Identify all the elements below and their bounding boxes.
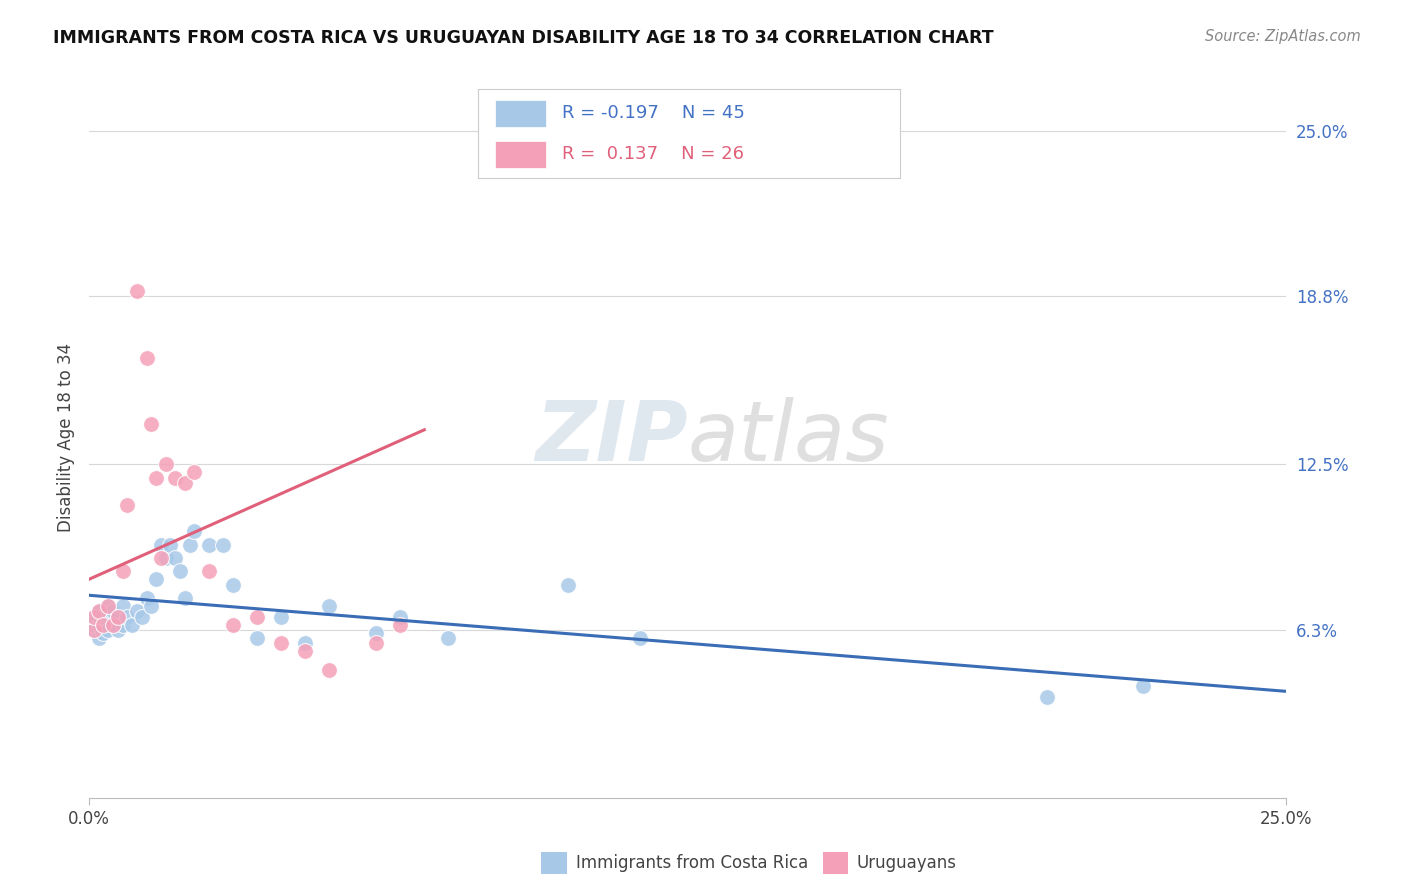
Point xyxy=(389,617,412,632)
Point xyxy=(101,617,124,632)
Point xyxy=(83,609,105,624)
Point xyxy=(111,599,134,613)
Point xyxy=(83,609,105,624)
Text: Immigrants from Costa Rica: Immigrants from Costa Rica xyxy=(576,855,808,872)
Text: Source: ZipAtlas.com: Source: ZipAtlas.com xyxy=(1205,29,1361,44)
Point xyxy=(165,550,187,565)
Point xyxy=(222,617,245,632)
Point xyxy=(107,609,129,624)
Point xyxy=(87,604,110,618)
Point xyxy=(165,471,187,485)
Point xyxy=(222,577,245,591)
Point xyxy=(97,599,120,613)
Point xyxy=(135,591,157,605)
Bar xyxy=(495,141,546,168)
Point xyxy=(125,284,148,298)
Point xyxy=(179,537,201,551)
Point xyxy=(318,599,340,613)
Point xyxy=(117,498,139,512)
Point xyxy=(93,609,115,624)
Point xyxy=(1036,690,1059,704)
Point xyxy=(87,631,110,645)
Point xyxy=(389,609,412,624)
Point xyxy=(294,644,316,658)
Point xyxy=(111,564,134,578)
Point xyxy=(246,609,269,624)
Point xyxy=(557,577,579,591)
Point xyxy=(169,564,191,578)
Point xyxy=(97,599,120,613)
Point xyxy=(270,609,292,624)
Text: IMMIGRANTS FROM COSTA RICA VS URUGUAYAN DISABILITY AGE 18 TO 34 CORRELATION CHAR: IMMIGRANTS FROM COSTA RICA VS URUGUAYAN … xyxy=(53,29,994,46)
Point xyxy=(246,631,269,645)
Point xyxy=(198,564,221,578)
Point xyxy=(145,572,167,586)
Point xyxy=(366,636,388,650)
Point xyxy=(97,623,120,637)
Point xyxy=(183,466,205,480)
Point xyxy=(87,617,110,632)
Point xyxy=(366,625,388,640)
Text: Uruguayans: Uruguayans xyxy=(856,855,956,872)
Point xyxy=(173,476,195,491)
Point xyxy=(270,636,292,650)
Point xyxy=(93,617,115,632)
Point xyxy=(125,604,148,618)
Point xyxy=(159,537,181,551)
Text: R = -0.197    N = 45: R = -0.197 N = 45 xyxy=(562,104,745,122)
Point xyxy=(212,537,235,551)
Point xyxy=(83,623,105,637)
Point xyxy=(121,617,143,632)
Point xyxy=(628,631,651,645)
Point xyxy=(198,537,221,551)
Point xyxy=(294,636,316,650)
Point xyxy=(101,604,124,618)
Point xyxy=(149,537,172,551)
Point xyxy=(135,351,157,365)
Text: atlas: atlas xyxy=(688,397,890,478)
Point xyxy=(111,617,134,632)
Point xyxy=(101,617,124,632)
Text: ZIP: ZIP xyxy=(536,397,688,478)
Point xyxy=(93,625,115,640)
Point xyxy=(149,550,172,565)
Text: R =  0.137    N = 26: R = 0.137 N = 26 xyxy=(562,145,744,163)
Point xyxy=(145,471,167,485)
Point xyxy=(87,604,110,618)
Point xyxy=(437,631,460,645)
Point xyxy=(141,417,163,432)
Point xyxy=(83,623,105,637)
Point xyxy=(131,609,153,624)
Point xyxy=(141,599,163,613)
Point xyxy=(155,550,177,565)
Point xyxy=(318,663,340,677)
Bar xyxy=(495,100,546,127)
Point xyxy=(173,591,195,605)
Y-axis label: Disability Age 18 to 34: Disability Age 18 to 34 xyxy=(58,343,75,533)
Point xyxy=(1132,679,1154,693)
Point xyxy=(83,617,105,632)
Point xyxy=(107,623,129,637)
Point xyxy=(155,458,177,472)
Point xyxy=(117,609,139,624)
Point xyxy=(107,609,129,624)
Point xyxy=(183,524,205,539)
